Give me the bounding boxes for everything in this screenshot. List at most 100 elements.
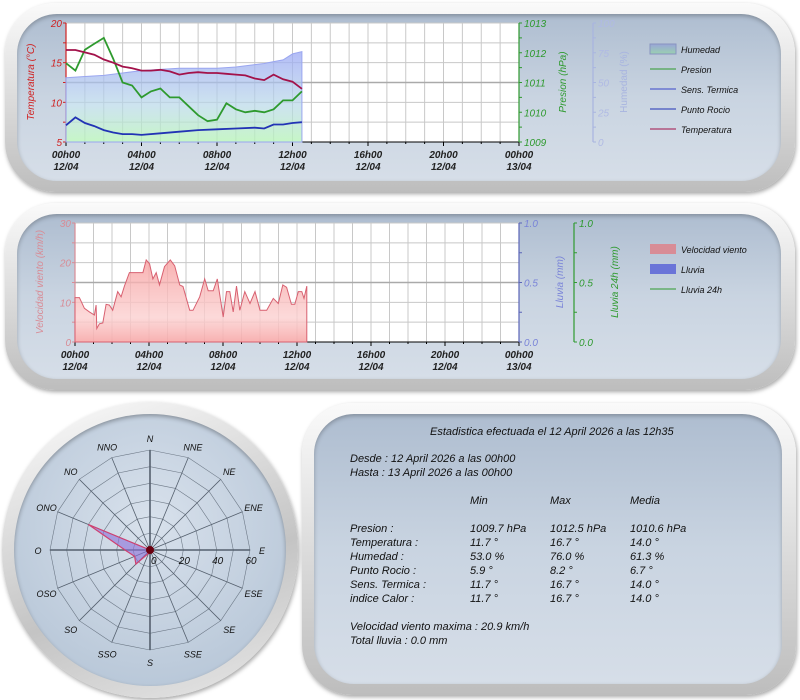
temp-tick-label: 5 — [56, 138, 62, 149]
stats-viento-max: Velocidad viento maxima : 20.9 km/h — [350, 621, 530, 633]
x-tick-label-time: 12h00 — [283, 350, 312, 361]
legend-label: Presion — [681, 65, 712, 75]
stats-panel — [302, 403, 796, 695]
temp-tick-label: 15 — [51, 59, 63, 70]
stats-row-label: Punto Rocio : — [350, 565, 417, 577]
rain-tick-label: 0.0 — [524, 338, 538, 349]
x-tick-label-time: 00h00 — [505, 350, 534, 361]
wind-tick-label: 20 — [59, 259, 72, 270]
x-tick-label-time: 12h00 — [278, 150, 307, 161]
series-punto-rocio — [65, 116, 302, 136]
stats-row-media: 61.3 % — [630, 551, 665, 563]
legend-label: Sens. Termica — [681, 85, 738, 95]
stats-row-min: 11.7 ° — [470, 579, 499, 591]
x-tick-label-date: 12/04 — [210, 362, 235, 373]
x-tick-label-time: 20h00 — [428, 150, 458, 161]
rose-spoke — [111, 457, 151, 551]
x-tick-label-date: 12/04 — [204, 162, 229, 173]
stats-row-min: 53.0 % — [470, 551, 505, 563]
rose-spoke — [149, 511, 243, 551]
rose-spoke — [79, 479, 151, 551]
pres-tick-label: 1011 — [524, 79, 546, 90]
stats-row-max: 76.0 % — [550, 551, 585, 563]
rain24-axis-label: Lluvia 24h (mm) — [610, 246, 621, 318]
stats-row-min: 1009.7 hPa — [470, 523, 527, 535]
rose-direction-label: SSE — [184, 649, 203, 659]
wind-speed-area — [74, 258, 308, 343]
rose-r-tick-label: 20 — [178, 556, 191, 567]
wind-axis-label: Velocidad viento (km/h) — [35, 230, 46, 334]
stats-desde: Desde : 12 April 2026 a las 00h00 — [350, 453, 516, 465]
rain24-tick-label: 0.5 — [579, 279, 593, 290]
x-tick-label-date: 13/04 — [506, 162, 531, 173]
pres-tick-label: 1012 — [524, 49, 547, 60]
rose-spoke — [149, 457, 189, 551]
rose-direction-label: ONO — [36, 503, 57, 513]
rose-direction-label: O — [34, 546, 41, 556]
stats-row-min: 11.7 ° — [470, 593, 499, 605]
rain24-tick-label: 0.0 — [579, 338, 593, 349]
humidity-area — [65, 50, 303, 143]
x-tick-label-date: 12/04 — [358, 362, 383, 373]
hum-tick-label: 75 — [598, 49, 610, 60]
rose-direction-label: N — [147, 434, 154, 444]
stats-row-media: 1010.6 hPa — [630, 523, 687, 535]
x-tick-label-time: 20h00 — [430, 350, 460, 361]
rain-tick-label: 1.0 — [524, 219, 538, 230]
x-tick-label-time: 00h00 — [505, 150, 534, 161]
stats-row-label: Presion : — [350, 523, 394, 535]
legend-label: Lluvia — [681, 265, 705, 275]
stats-row-max: 1012.5 hPa — [550, 523, 607, 535]
rain24-tick-label: 1.0 — [579, 219, 593, 230]
rose-direction-label: SE — [223, 625, 236, 635]
x-tick-label-date: 12/04 — [62, 362, 87, 373]
legend-label: Temperatura — [681, 125, 732, 135]
x-tick-label-time: 00h00 — [52, 150, 81, 161]
rose-direction-label: ESE — [244, 589, 263, 599]
stats-row-min: 5.9 ° — [470, 565, 493, 577]
rose-spoke — [149, 549, 221, 621]
rose-spoke — [149, 549, 189, 643]
stats-row-label: Temperatura : — [350, 537, 419, 549]
rose-direction-label: OSO — [37, 589, 57, 599]
stats-row-min: 11.7 ° — [470, 537, 499, 549]
rose-r-tick-label: 60 — [245, 556, 257, 567]
x-tick-label-date: 12/04 — [53, 162, 78, 173]
rose-direction-label: NO — [64, 467, 78, 477]
wind-tick-label: 30 — [60, 219, 72, 230]
legend-label: Velocidad viento — [681, 245, 747, 255]
stats-row-label: Sens. Termica : — [350, 579, 427, 591]
legend-swatch — [650, 244, 676, 254]
pres-tick-label: 1010 — [524, 108, 547, 119]
stats-header-media: Media — [630, 495, 660, 507]
wind-tick-label: 0 — [65, 338, 71, 349]
rose-direction-label: ENE — [244, 503, 264, 513]
x-tick-label-date: 12/04 — [431, 162, 456, 173]
stats-row-label: indice Calor : — [350, 593, 415, 605]
x-tick-label-date: 12/04 — [136, 362, 161, 373]
hum-axis-label: Humedad (%) — [619, 51, 630, 113]
panel-inner — [314, 414, 782, 684]
stats-row-media: 14.0 ° — [630, 579, 659, 591]
rose-center-dot — [146, 546, 154, 554]
stats-row-media: 6.7 ° — [630, 565, 653, 577]
stats-row-media: 14.0 ° — [630, 593, 659, 605]
x-tick-label-date: 13/04 — [506, 362, 531, 373]
x-tick-label-time: 16h00 — [357, 350, 386, 361]
hum-tick-label: 50 — [598, 79, 610, 90]
legend-label: Punto Rocio — [681, 105, 730, 115]
legend-swatch — [650, 264, 676, 274]
rain-tick-label: 0.5 — [524, 279, 538, 290]
x-tick-label-date: 12/04 — [284, 362, 309, 373]
temp-tick-label: 20 — [50, 19, 63, 30]
rose-direction-label: S — [147, 658, 153, 668]
x-tick-label-date: 12/04 — [280, 162, 305, 173]
hum-tick-label: 0 — [598, 138, 604, 149]
x-tick-label-date: 12/04 — [355, 162, 380, 173]
wind-rose-data — [88, 523, 151, 566]
stats-row-label: Humedad : — [350, 551, 404, 563]
rose-spoke — [149, 479, 221, 551]
x-tick-label-time: 08h00 — [203, 150, 232, 161]
temp-tick-label: 10 — [51, 98, 63, 109]
